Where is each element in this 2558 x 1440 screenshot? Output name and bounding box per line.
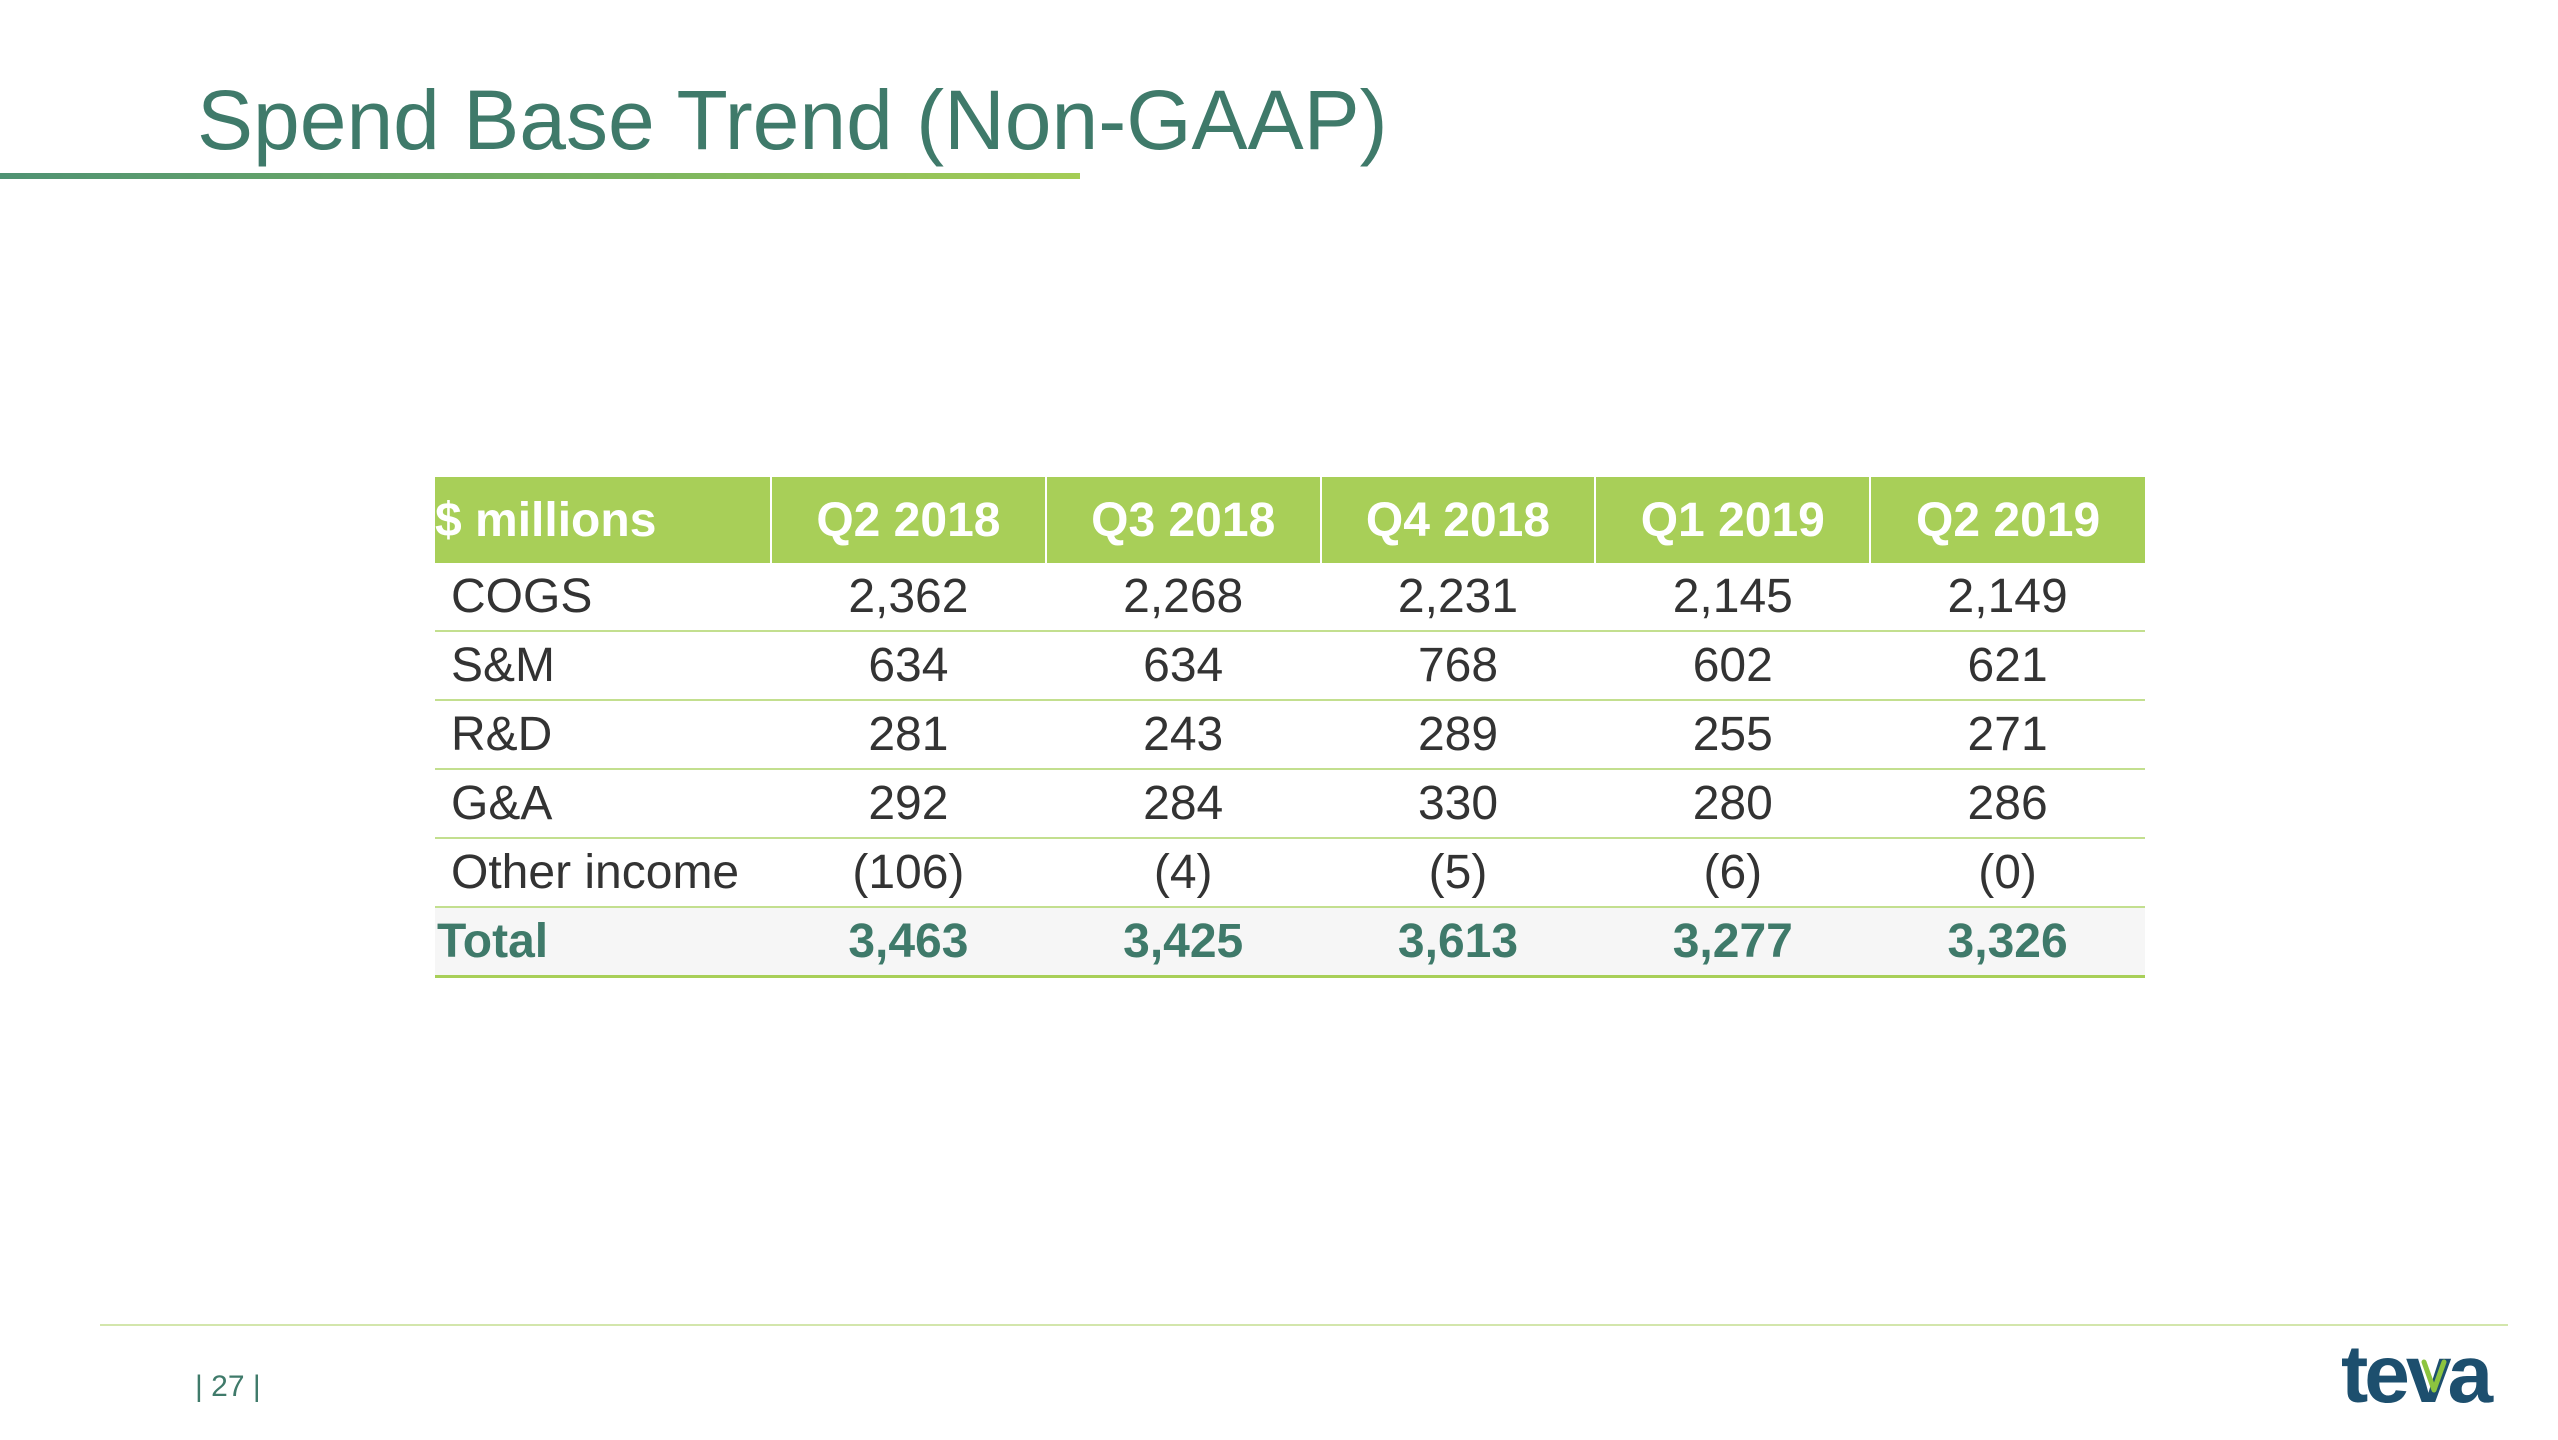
table-cell: 634: [1045, 631, 1321, 701]
table-cell: 602: [1595, 631, 1871, 701]
table-cell: 621: [1870, 631, 2145, 701]
total-cell: 3,463: [771, 907, 1046, 978]
logo-leaf-icon: [2421, 1359, 2447, 1393]
total-cell: 3,326: [1870, 907, 2145, 978]
header-q2-2018: Q2 2018: [770, 477, 1046, 563]
table-row-cogs: COGS 2,362 2,268 2,231 2,145 2,149: [435, 563, 2145, 632]
table-cell: 2,149: [1870, 563, 2145, 632]
table-cell: (0): [1870, 838, 2145, 908]
table-row-sm: S&M 634 634 768 602 621: [435, 631, 2145, 701]
table-cell: (4): [1045, 838, 1321, 908]
total-label: Total: [435, 907, 771, 978]
table-cell: 255: [1595, 700, 1871, 770]
teva-logo-text: teva: [2341, 1336, 2495, 1416]
row-label: G&A: [435, 769, 771, 839]
total-cell: 3,425: [1045, 907, 1321, 978]
table-cell: 281: [771, 700, 1046, 770]
table-cell: (106): [771, 838, 1046, 908]
slide-title: Spend Base Trend (Non-GAAP): [197, 73, 1388, 167]
row-label: S&M: [435, 631, 771, 701]
table-header-row: $ millions Q2 2018 Q3 2018 Q4 2018 Q1 20…: [435, 477, 2145, 563]
table-cell: 2,231: [1320, 563, 1596, 632]
header-q3-2018: Q3 2018: [1044, 477, 1321, 563]
table-row-other-income: Other income (106) (4) (5) (6) (0): [435, 838, 2145, 908]
table-cell: 2,268: [1045, 563, 1321, 632]
table-cell: (5): [1320, 838, 1596, 908]
table-cell: 271: [1870, 700, 2145, 770]
table-cell: 284: [1045, 769, 1321, 839]
table-cell: 280: [1595, 769, 1871, 839]
row-label: Other income: [435, 838, 771, 908]
header-q2-2019: Q2 2019: [1869, 477, 2145, 563]
table-cell: 243: [1045, 700, 1321, 770]
table-cell: 289: [1320, 700, 1596, 770]
header-q4-2018: Q4 2018: [1319, 477, 1596, 563]
header-q1-2019: Q1 2019: [1594, 477, 1871, 563]
total-cell: 3,277: [1595, 907, 1871, 978]
page-number: | 27 |: [195, 1370, 261, 1403]
table-row-rd: R&D 281 243 289 255 271: [435, 700, 2145, 770]
table-row-total: Total 3,463 3,425 3,613 3,277 3,326: [435, 907, 2145, 978]
table-cell: 330: [1320, 769, 1596, 839]
header-units: $ millions: [435, 477, 771, 563]
table-cell: 2,362: [771, 563, 1046, 632]
spend-table: $ millions Q2 2018 Q3 2018 Q4 2018 Q1 20…: [435, 477, 2145, 978]
table-cell: (6): [1595, 838, 1871, 908]
table-row-ga: G&A 292 284 330 280 286: [435, 769, 2145, 839]
table-cell: 2,145: [1595, 563, 1871, 632]
table-cell: 286: [1870, 769, 2145, 839]
row-label: R&D: [435, 700, 771, 770]
table-cell: 634: [771, 631, 1046, 701]
footer-divider: [100, 1324, 2508, 1326]
table-cell: 768: [1320, 631, 1596, 701]
title-underline: [0, 173, 1080, 179]
total-cell: 3,613: [1320, 907, 1596, 978]
teva-logo: teva: [2341, 1336, 2499, 1416]
row-label: COGS: [435, 563, 771, 632]
table-cell: 292: [771, 769, 1046, 839]
